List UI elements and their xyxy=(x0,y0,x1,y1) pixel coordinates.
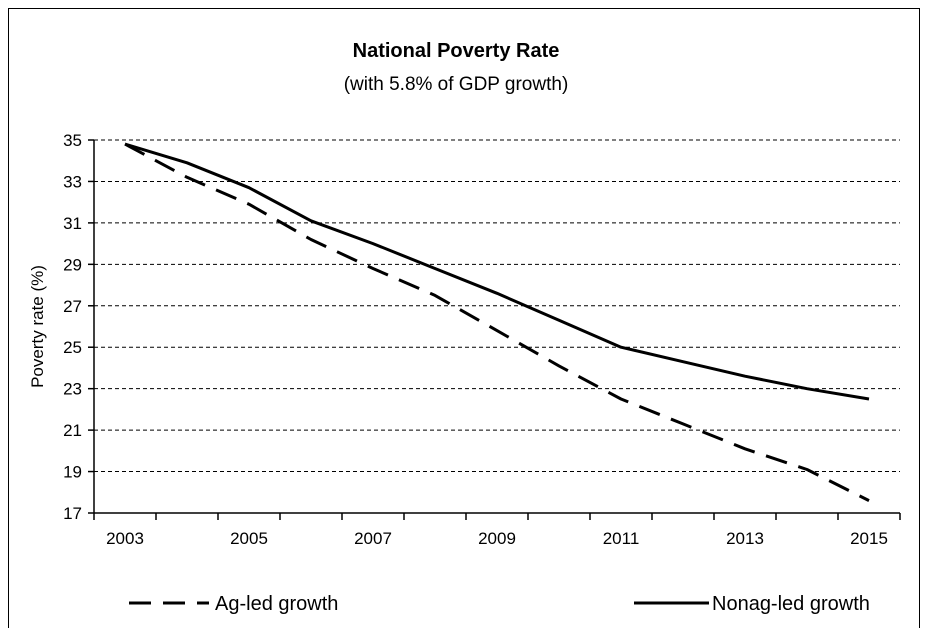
y-tick-label: 23 xyxy=(63,380,82,399)
y-tick-label: 21 xyxy=(63,421,82,440)
legend-label: Nonag-led growth xyxy=(712,593,870,615)
legend-ag-led: Ag-led growth xyxy=(129,593,338,615)
chart-frame: National Poverty Rate (with 5.8% of GDP … xyxy=(8,8,920,628)
series-line-ag-led xyxy=(124,142,870,502)
x-tick-label: 2015 xyxy=(850,529,888,548)
series-line-nonag-led xyxy=(124,142,870,401)
y-tick-label: 17 xyxy=(63,504,82,523)
chart-subtitle: (with 5.8% of GDP growth) xyxy=(344,74,569,95)
y-tick-label: 35 xyxy=(63,131,82,150)
y-tick-label: 29 xyxy=(63,255,82,274)
x-tick-label: 2005 xyxy=(230,529,268,548)
x-tick-label: 2009 xyxy=(478,529,516,548)
y-tick-label: 25 xyxy=(63,338,82,357)
chart-canvas: National Poverty Rate (with 5.8% of GDP … xyxy=(28,40,901,615)
x-tick-label: 2003 xyxy=(106,529,144,548)
x-tick-label: 2007 xyxy=(354,529,392,548)
y-tick-label: 31 xyxy=(63,214,82,233)
x-tick-label: 2013 xyxy=(726,529,764,548)
y-tick-label: 27 xyxy=(63,297,82,316)
chart-title: National Poverty Rate xyxy=(353,40,560,62)
y-axis-label: Poverty rate (%) xyxy=(28,265,47,388)
axes: 35 33 31 29 27 25 23 21 19 17 2003 2005 2007 2009 2011… xyxy=(63,131,901,548)
legend: Ag-led growth Nonag-led growth xyxy=(129,593,870,615)
legend-nonag-led: Nonag-led growth xyxy=(634,593,870,615)
legend-label: Ag-led growth xyxy=(215,593,338,615)
y-tick-label: 19 xyxy=(63,463,82,482)
series-lines xyxy=(124,142,870,502)
gridlines xyxy=(94,139,900,473)
x-tick-label: 2011 xyxy=(603,529,640,548)
y-tick-label: 33 xyxy=(63,172,82,191)
